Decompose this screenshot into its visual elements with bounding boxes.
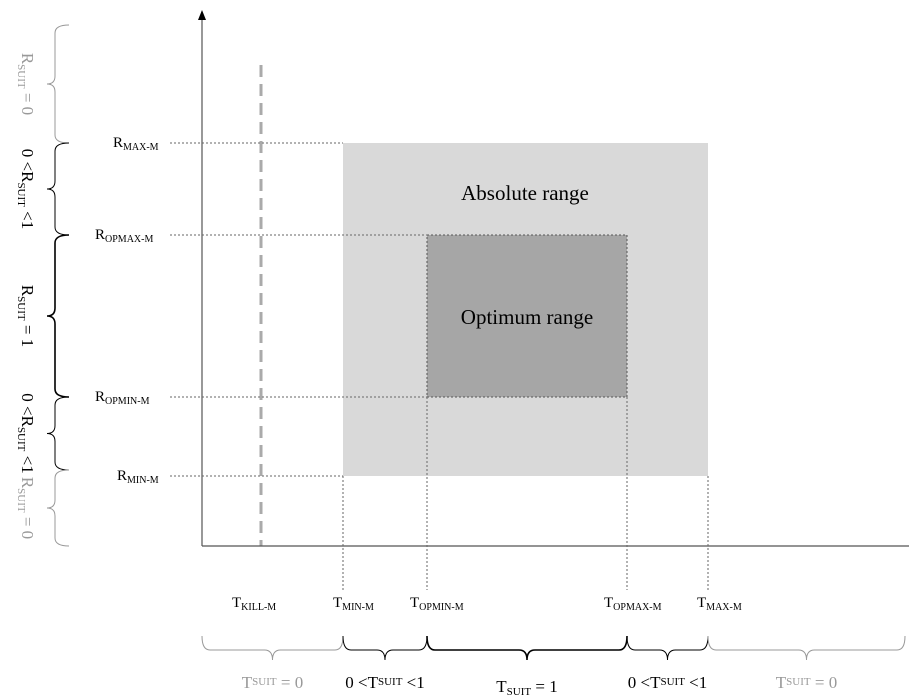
text-part: T	[333, 595, 342, 611]
text-part: = 0	[277, 673, 304, 692]
text-part: KILL-M	[241, 602, 276, 613]
text-part: R	[18, 285, 37, 297]
left-brace	[46, 142, 70, 236]
text-part: MAX-M	[123, 142, 159, 153]
bottom-brace	[707, 635, 906, 661]
text-part: T	[242, 673, 253, 692]
text-part: OPMIN-M	[105, 396, 150, 407]
left-brace	[46, 469, 70, 547]
text-part: OPMAX-M	[613, 602, 661, 613]
t-suit-label: TSUIT = 0	[242, 673, 303, 692]
text-part: T	[410, 595, 419, 611]
text-part: <1	[402, 673, 424, 692]
text-part: T	[604, 595, 613, 611]
x-level-label: TKILL-M	[232, 595, 276, 613]
text-part: R	[113, 135, 123, 151]
text-part: T	[697, 595, 706, 611]
bottom-brace	[626, 635, 709, 661]
text-part: R	[117, 468, 127, 484]
r-suit-label: 0 <RSUIT <1	[15, 393, 37, 473]
t-suit-label: 0 <TSUIT <1	[345, 673, 425, 692]
t-suit-label: TSUIT = 1	[496, 677, 557, 697]
y-level-label: ROPMAX-M	[95, 227, 153, 245]
text-part: SUIT	[15, 64, 27, 89]
text-part: <1	[685, 673, 707, 692]
text-part: SUIT	[660, 676, 685, 688]
text-part: 0 <R	[18, 393, 37, 427]
text-part: <1	[18, 207, 37, 229]
text-part: MIN-M	[342, 602, 374, 613]
x-level-label: TMIN-M	[333, 595, 374, 613]
left-brace	[46, 234, 70, 398]
y-axis-arrow	[198, 10, 206, 20]
r-suit-label: 0 <RSUIT <1	[15, 149, 37, 229]
text-part: OPMAX-M	[105, 234, 153, 245]
y-level-label: RMIN-M	[117, 468, 159, 486]
text-part: = 0	[18, 513, 37, 540]
r-suit-label: RSUIT = 0	[15, 53, 37, 115]
text-part: T	[776, 673, 787, 692]
text-part: MIN-M	[127, 475, 159, 486]
x-level-label: TOPMAX-M	[604, 595, 662, 613]
text-part: SUIT	[786, 676, 811, 688]
text-part: OPMIN-M	[419, 602, 464, 613]
text-part: T	[232, 595, 241, 611]
text-part: = 0	[18, 89, 37, 116]
bottom-brace	[342, 635, 428, 661]
text-part: <1	[18, 451, 37, 473]
absolute-range-label: Absolute range	[461, 181, 589, 205]
x-level-label: TOPMIN-M	[410, 595, 464, 613]
r-suit-label: RSUIT = 0	[15, 477, 37, 539]
text-part: T	[496, 677, 507, 696]
left-brace	[46, 24, 70, 144]
text-part: SUIT	[15, 182, 27, 207]
text-part: SUIT	[15, 488, 27, 513]
text-part: R	[18, 477, 37, 489]
optimum-range-box	[426, 234, 628, 398]
bottom-brace	[201, 635, 344, 661]
text-part: R	[18, 53, 37, 65]
text-part: = 1	[18, 321, 37, 348]
bottom-brace	[426, 635, 628, 661]
t-suit-label: 0 <TSUIT <1	[628, 673, 708, 692]
y-level-label: ROPMIN-M	[95, 389, 150, 407]
text-part: R	[95, 389, 105, 405]
text-part: 0 <T	[628, 673, 661, 692]
x-level-label: TMAX-M	[697, 595, 742, 613]
y-level-label: RMAX-M	[113, 135, 159, 153]
text-part: = 1	[531, 677, 558, 696]
text-part: SUIT	[507, 686, 532, 697]
text-part: 0 <R	[18, 149, 37, 183]
text-part: SUIT	[252, 676, 277, 688]
text-part: SUIT	[378, 676, 403, 688]
t-suit-label: TSUIT = 0	[776, 673, 837, 692]
text-part: = 0	[811, 673, 838, 692]
text-part: MAX-M	[706, 602, 742, 613]
left-brace	[46, 396, 70, 471]
r-suit-label: RSUIT = 1	[15, 285, 37, 347]
text-part: SUIT	[15, 427, 27, 452]
text-part: SUIT	[15, 296, 27, 321]
text-part: R	[95, 227, 105, 243]
optimum-range-label: Optimum range	[461, 305, 593, 329]
text-part: 0 <T	[345, 673, 378, 692]
